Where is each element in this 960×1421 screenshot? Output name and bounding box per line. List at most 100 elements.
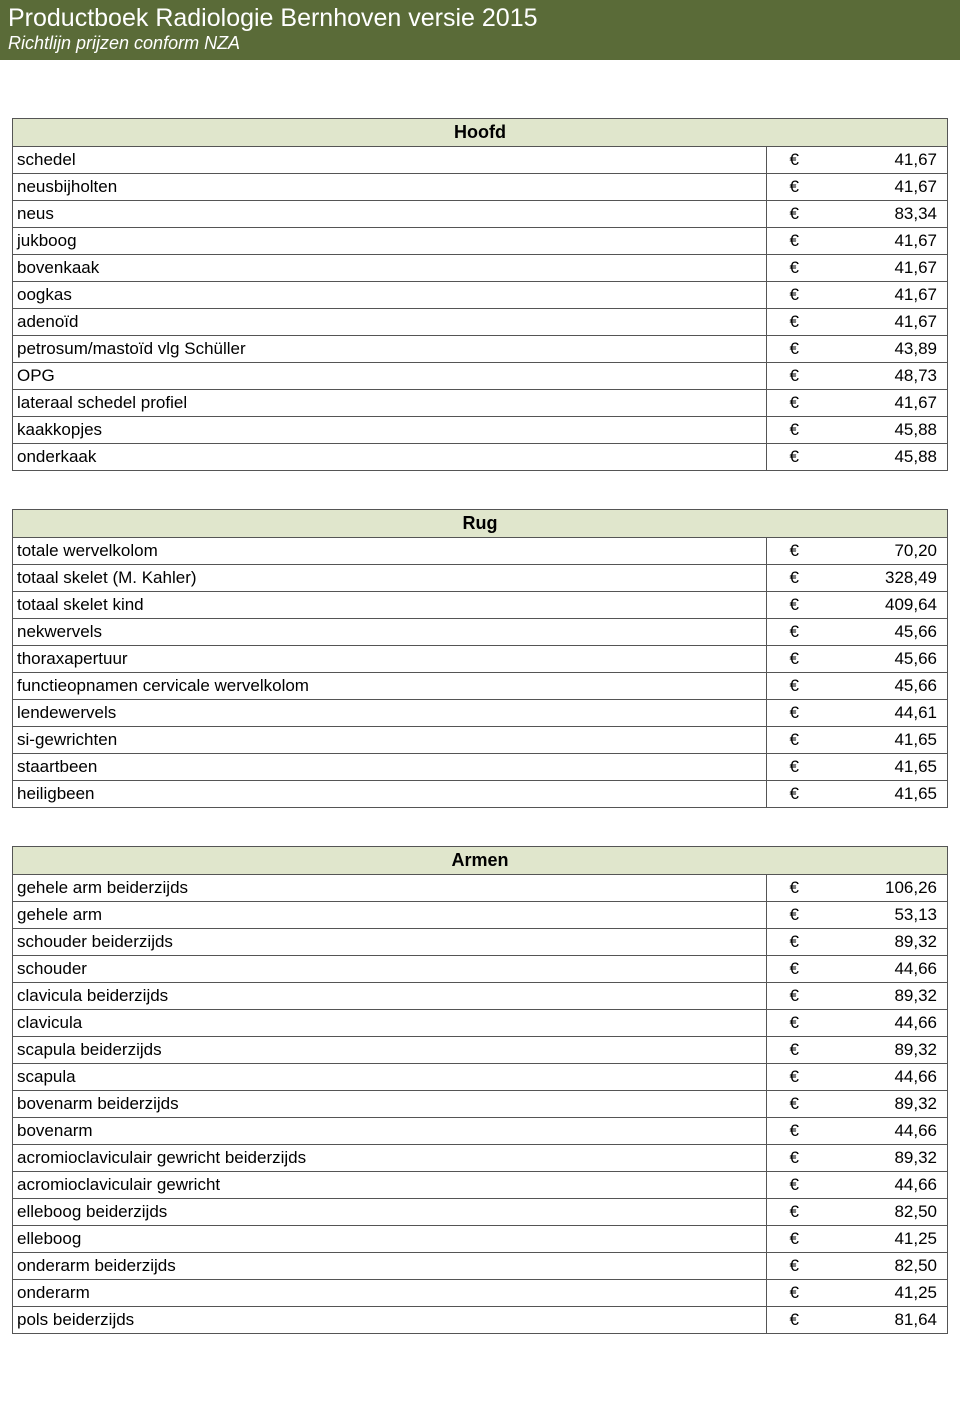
table-row: gehele arm€53,13 — [12, 902, 948, 929]
currency-symbol: € — [767, 1145, 799, 1171]
currency-symbol: € — [767, 1064, 799, 1090]
row-label: heiligbeen — [13, 781, 766, 807]
price-value: 89,32 — [799, 1037, 947, 1063]
table-row: jukboog€41,67 — [12, 228, 948, 255]
row-price: €328,49 — [766, 565, 947, 591]
currency-symbol: € — [767, 1253, 799, 1279]
table-row: heiligbeen€41,65 — [12, 781, 948, 808]
row-price: €41,25 — [766, 1226, 947, 1252]
row-label: lateraal schedel profiel — [13, 390, 766, 416]
row-label: si-gewrichten — [13, 727, 766, 753]
row-label: functieopnamen cervicale wervelkolom — [13, 673, 766, 699]
price-value: 82,50 — [799, 1253, 947, 1279]
currency-symbol: € — [767, 309, 799, 335]
price-value: 45,66 — [799, 673, 947, 699]
table-row: pols beiderzijds€81,64 — [12, 1307, 948, 1334]
row-label: gehele arm — [13, 902, 766, 928]
price-value: 53,13 — [799, 902, 947, 928]
section: Hoofdschedel€41,67neusbijholten€41,67neu… — [12, 118, 948, 471]
row-label: kaakkopjes — [13, 417, 766, 443]
currency-symbol: € — [767, 1280, 799, 1306]
price-value: 106,26 — [799, 875, 947, 901]
table-row: petrosum/mastoïd vlg Schüller€43,89 — [12, 336, 948, 363]
currency-symbol: € — [767, 754, 799, 780]
row-label: nekwervels — [13, 619, 766, 645]
row-price: €83,34 — [766, 201, 947, 227]
row-label: lendewervels — [13, 700, 766, 726]
currency-symbol: € — [767, 201, 799, 227]
currency-symbol: € — [767, 282, 799, 308]
row-price: €89,32 — [766, 1037, 947, 1063]
row-price: €41,65 — [766, 727, 947, 753]
table-row: bovenarm beiderzijds€89,32 — [12, 1091, 948, 1118]
currency-symbol: € — [767, 929, 799, 955]
currency-symbol: € — [767, 174, 799, 200]
row-price: €44,66 — [766, 1172, 947, 1198]
row-price: €53,13 — [766, 902, 947, 928]
table-row: totaal skelet kind€409,64 — [12, 592, 948, 619]
price-value: 44,66 — [799, 956, 947, 982]
currency-symbol: € — [767, 1037, 799, 1063]
table-row: lateraal schedel profiel€41,67 — [12, 390, 948, 417]
currency-symbol: € — [767, 727, 799, 753]
table-row: lendewervels€44,61 — [12, 700, 948, 727]
currency-symbol: € — [767, 538, 799, 564]
section-header: Armen — [12, 846, 948, 874]
row-price: €89,32 — [766, 983, 947, 1009]
price-value: 89,32 — [799, 1145, 947, 1171]
page-header: Productboek Radiologie Bernhoven versie … — [0, 0, 960, 60]
page-subtitle: Richtlijn prijzen conform NZA — [8, 33, 952, 54]
row-price: €41,67 — [766, 390, 947, 416]
row-price: €41,65 — [766, 754, 947, 780]
price-value: 45,66 — [799, 619, 947, 645]
row-label: bovenkaak — [13, 255, 766, 281]
row-label: schouder beiderzijds — [13, 929, 766, 955]
row-label: totaal skelet kind — [13, 592, 766, 618]
price-value: 41,65 — [799, 727, 947, 753]
currency-symbol: € — [767, 444, 799, 470]
row-price: €89,32 — [766, 929, 947, 955]
table-row: onderkaak€45,88 — [12, 444, 948, 471]
price-value: 45,88 — [799, 417, 947, 443]
row-label: onderarm — [13, 1280, 766, 1306]
section-header: Hoofd — [12, 118, 948, 146]
currency-symbol: € — [767, 646, 799, 672]
currency-symbol: € — [767, 417, 799, 443]
table-row: bovenkaak€41,67 — [12, 255, 948, 282]
row-price: €70,20 — [766, 538, 947, 564]
price-value: 89,32 — [799, 983, 947, 1009]
row-label: pols beiderzijds — [13, 1307, 766, 1333]
price-value: 41,67 — [799, 228, 947, 254]
price-value: 45,88 — [799, 444, 947, 470]
currency-symbol: € — [767, 1172, 799, 1198]
row-label: elleboog — [13, 1226, 766, 1252]
table-row: functieopnamen cervicale wervelkolom€45,… — [12, 673, 948, 700]
row-label: oogkas — [13, 282, 766, 308]
row-price: €45,88 — [766, 444, 947, 470]
table-row: nekwervels€45,66 — [12, 619, 948, 646]
row-label: neusbijholten — [13, 174, 766, 200]
row-price: €41,65 — [766, 781, 947, 807]
currency-symbol: € — [767, 1118, 799, 1144]
price-value: 45,66 — [799, 646, 947, 672]
row-price: €45,88 — [766, 417, 947, 443]
table-row: kaakkopjes€45,88 — [12, 417, 948, 444]
table-row: elleboog beiderzijds€82,50 — [12, 1199, 948, 1226]
row-price: €106,26 — [766, 875, 947, 901]
price-value: 44,66 — [799, 1064, 947, 1090]
table-row: staartbeen€41,65 — [12, 754, 948, 781]
row-label: scapula — [13, 1064, 766, 1090]
price-value: 41,67 — [799, 147, 947, 173]
table-row: schouder€44,66 — [12, 956, 948, 983]
currency-symbol: € — [767, 1010, 799, 1036]
row-label: staartbeen — [13, 754, 766, 780]
price-value: 41,67 — [799, 174, 947, 200]
currency-symbol: € — [767, 228, 799, 254]
row-label: onderkaak — [13, 444, 766, 470]
row-label: onderarm beiderzijds — [13, 1253, 766, 1279]
price-value: 81,64 — [799, 1307, 947, 1333]
row-price: €44,66 — [766, 956, 947, 982]
table-row: totale wervelkolom€70,20 — [12, 537, 948, 565]
table-row: adenoïd€41,67 — [12, 309, 948, 336]
row-price: €44,66 — [766, 1064, 947, 1090]
